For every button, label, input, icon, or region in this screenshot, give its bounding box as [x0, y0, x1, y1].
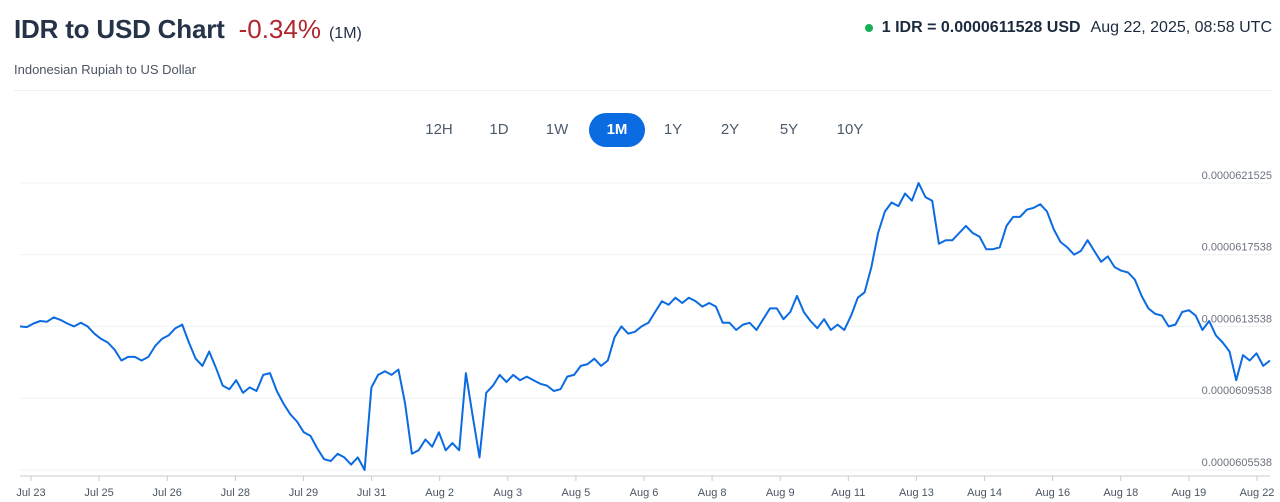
tab-1y[interactable]: 1Y — [663, 121, 683, 138]
x-tick-label: Aug 18 — [1103, 487, 1138, 499]
series-line — [19, 182, 1271, 471]
price-line — [19, 182, 1271, 471]
x-axis: Jul 23 Jul 25 Jul 26 Jul 28 Jul 29 Jul 31 Aug … — [16, 475, 1275, 499]
y-axis-labels: 0.0000605538 0.0000609538 0.0000613538 0.00… — [1202, 170, 1272, 469]
x-tick-label: Jul 28 — [221, 487, 250, 499]
title-row: IDR to USD Chart -0.34% (1M) — [14, 14, 1272, 45]
x-tick-label: Aug 22 — [1240, 487, 1275, 499]
tab-1d[interactable]: 1D — [489, 121, 509, 138]
tab-1m[interactable]: 1M — [589, 113, 645, 147]
x-tick-label: Aug 3 — [493, 487, 522, 499]
x-tick-label: Aug 11 — [831, 487, 865, 499]
x-tick-label: Aug 9 — [766, 487, 795, 499]
current-rate: 1 IDR = 0.0000611528 USD — [881, 19, 1081, 36]
y-tick-label: 0.0000617538 — [1202, 242, 1272, 254]
header-divider — [14, 90, 1272, 91]
tab-1w[interactable]: 1W — [545, 121, 569, 138]
rate-timestamp: Aug 22, 2025, 08:58 UTC — [1090, 19, 1272, 36]
x-tick-label: Jul 29 — [289, 487, 318, 499]
y-tick-label: 0.0000621525 — [1202, 170, 1272, 182]
tab-12h[interactable]: 12H — [425, 121, 453, 138]
x-tick-label: Aug 2 — [425, 487, 454, 499]
y-tick-label: 0.0000613538 — [1202, 313, 1272, 325]
x-tick-label: Aug 19 — [1171, 487, 1206, 499]
y-tick-label: 0.0000609538 — [1202, 385, 1272, 397]
x-tick-label: Jul 23 — [16, 487, 45, 499]
x-tick-label: Aug 14 — [967, 487, 1002, 499]
x-tick-label: Jul 26 — [153, 487, 182, 499]
grid-lines — [20, 182, 1270, 471]
x-tick-label: Jul 25 — [84, 487, 113, 499]
x-tick-label: Aug 5 — [562, 487, 591, 499]
range-tabs: 12H 1D 1W 1M 1Y 2Y 5Y 10Y — [0, 113, 1280, 147]
period-label: (1M) — [328, 25, 362, 42]
chart-header: IDR to USD Chart -0.34% (1M) Indonesian … — [14, 14, 1272, 77]
tab-10y[interactable]: 10Y — [836, 121, 864, 138]
percent-change: -0.34% — [238, 14, 321, 44]
price-chart[interactable]: 0.0000605538 0.0000609538 0.0000613538 0.00… — [0, 150, 1280, 502]
x-tick-label: Jul 31 — [357, 487, 386, 499]
live-rate: 1 IDR = 0.0000611528 USD Aug 22, 2025, 0… — [864, 19, 1272, 37]
x-tick-label: Aug 6 — [630, 487, 659, 499]
y-tick-label: 0.0000605538 — [1202, 457, 1272, 469]
live-status-dot-icon — [864, 24, 873, 32]
x-tick-label: Aug 8 — [698, 487, 727, 499]
page-title: IDR to USD Chart — [14, 14, 225, 44]
tab-5y[interactable]: 5Y — [779, 121, 799, 138]
x-tick-label: Aug 16 — [1035, 487, 1070, 499]
tab-2y[interactable]: 2Y — [720, 121, 740, 138]
page-subtitle: Indonesian Rupiah to US Dollar — [14, 62, 197, 77]
x-tick-label: Aug 13 — [899, 487, 934, 499]
